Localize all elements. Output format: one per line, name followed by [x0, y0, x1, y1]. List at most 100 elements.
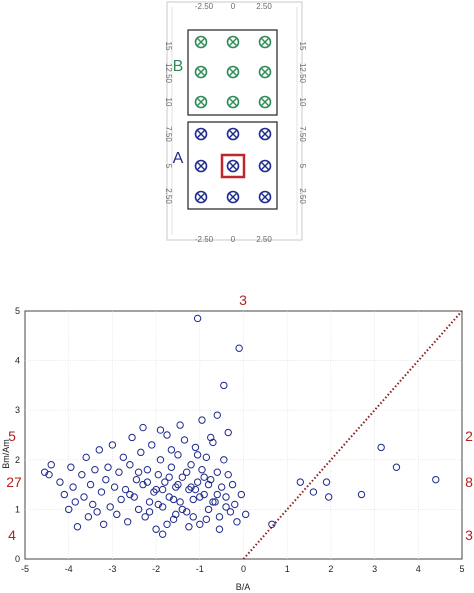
data-point: [165, 473, 173, 481]
data-point: [130, 493, 138, 501]
y-tick-label: 0: [15, 554, 20, 564]
sensor-marker: [194, 159, 208, 173]
data-point: [145, 498, 154, 506]
data-point: [84, 513, 93, 521]
data-point: [178, 505, 187, 514]
data-point: [233, 518, 241, 526]
data-point: [222, 503, 230, 511]
data-point: [241, 510, 250, 519]
x-tick-label: -1: [196, 564, 204, 574]
data-point: [93, 508, 101, 516]
data-point: [139, 423, 147, 432]
data-point: [158, 503, 167, 511]
data-point: [115, 468, 123, 476]
data-point: [121, 485, 130, 494]
count-label-right: 8: [465, 474, 473, 490]
diagram-right-tick: 15: [298, 42, 307, 51]
x-tick-label: -4: [65, 564, 73, 574]
count-label-left: 5: [8, 428, 16, 444]
sensor-marker: [226, 35, 240, 49]
group-a-label: A: [173, 150, 184, 167]
data-point: [163, 431, 171, 439]
data-point: [123, 518, 132, 526]
y-tick-label: 1: [15, 504, 20, 514]
data-point: [91, 466, 99, 474]
sensor-marker: [226, 127, 240, 141]
diagram-right-tick: 10: [298, 98, 307, 107]
data-point: [176, 498, 184, 506]
diagram-bottom-tick: 0: [231, 235, 236, 244]
data-point: [193, 478, 202, 486]
data-point: [137, 448, 145, 457]
data-point: [204, 505, 213, 514]
data-point: [126, 490, 134, 499]
x-tick-label: 4: [416, 564, 421, 574]
data-point: [178, 473, 187, 481]
data-point: [56, 478, 64, 486]
data-point: [139, 480, 147, 489]
data-point: [73, 523, 82, 531]
data-point: [215, 513, 224, 521]
data-point: [211, 498, 219, 506]
sensor-marker: [258, 159, 272, 173]
data-point: [163, 520, 171, 528]
data-point: [89, 500, 97, 509]
data-point: [69, 483, 77, 491]
data-point: [204, 480, 213, 489]
count-label-top: 3: [239, 292, 247, 308]
data-point: [309, 488, 318, 496]
diagram-left-tick: 7.50: [164, 126, 173, 142]
data-point: [95, 446, 103, 454]
x-tick-label: 0: [241, 564, 246, 574]
grid-layout-diagram: -2.50 0 2.50 -2.50 0 2.50 15 12.50 10 7.…: [164, 1, 307, 244]
group-a-box: [187, 121, 278, 210]
highlighted-position-box: [220, 153, 246, 179]
data-point: [86, 480, 95, 489]
data-point: [128, 433, 136, 442]
data-point: [196, 520, 204, 528]
data-point: [191, 485, 200, 494]
data-point: [132, 475, 141, 484]
diagram-bottom-tick: -2.50: [195, 235, 214, 244]
data-point: [167, 446, 176, 454]
data-point: [154, 500, 162, 509]
data-point: [143, 478, 152, 486]
data-point: [377, 443, 385, 452]
data-point: [187, 483, 195, 491]
diagram-top-tick: -2.50: [195, 2, 214, 11]
data-point: [154, 470, 162, 479]
data-point: [237, 490, 246, 499]
y-tick-label: 5: [15, 306, 20, 316]
sensor-marker: [194, 35, 208, 49]
data-point: [156, 426, 165, 434]
data-point: [228, 480, 237, 489]
sensor-marker: [194, 190, 208, 204]
sensor-marker: [194, 65, 208, 79]
y-tick-labels: 0 1 2 3 4 5: [15, 306, 20, 564]
data-point: [40, 468, 49, 476]
data-point: [213, 490, 221, 499]
diagram-right-tick: 7.50: [298, 126, 307, 142]
sensor-marker: [258, 127, 272, 141]
data-point: [99, 520, 108, 528]
data-point: [104, 463, 112, 471]
sensor-marker: [258, 35, 272, 49]
data-point: [161, 478, 169, 486]
x-tick-label: 2: [328, 564, 333, 574]
sensor-marker: [226, 159, 240, 173]
x-tick-label: -2: [152, 564, 160, 574]
data-point: [235, 344, 243, 352]
data-point: [213, 468, 221, 476]
diagram-left-tick: 2.50: [164, 188, 173, 204]
data-point: [134, 505, 143, 514]
data-point: [119, 453, 128, 462]
sensor-marker: [258, 190, 272, 204]
data-point: [110, 483, 119, 491]
diagram-right-tick: 2.50: [298, 188, 307, 204]
y-tick-label: 4: [15, 356, 20, 366]
data-point: [224, 428, 232, 437]
data-point: [189, 495, 197, 504]
data-point: [202, 515, 211, 524]
sensor-marker: [258, 65, 272, 79]
data-point: [126, 461, 134, 469]
